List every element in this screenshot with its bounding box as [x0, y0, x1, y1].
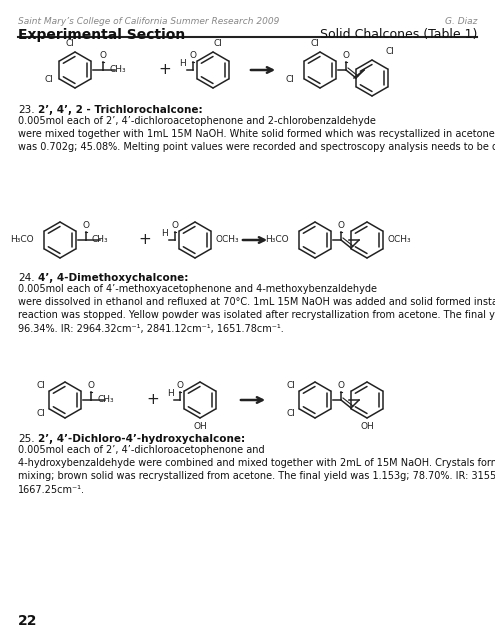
- Text: 0.005mol each of 2’, 4’-dichloroacetophenone and 2-chlorobenzaldehyde
were mixed: 0.005mol each of 2’, 4’-dichloroacetophe…: [18, 116, 495, 152]
- Text: Cl: Cl: [286, 381, 295, 390]
- Text: O: O: [338, 381, 345, 390]
- Text: CH₃: CH₃: [97, 396, 114, 404]
- Text: +: +: [139, 232, 151, 248]
- Text: 4’, 4-Dimethoxychalcone:: 4’, 4-Dimethoxychalcone:: [38, 273, 189, 283]
- Text: Cl: Cl: [44, 76, 53, 84]
- Text: Solid Chalcones (Table 1): Solid Chalcones (Table 1): [320, 28, 477, 41]
- Text: Cl: Cl: [65, 39, 74, 48]
- Text: Saint Mary’s College of California Summer Research 2009: Saint Mary’s College of California Summe…: [18, 17, 279, 26]
- Text: OCH₃: OCH₃: [387, 236, 411, 244]
- Text: O: O: [88, 381, 95, 390]
- Text: 25.: 25.: [18, 434, 35, 444]
- Text: Cl: Cl: [310, 39, 319, 48]
- Text: O: O: [171, 221, 179, 230]
- Text: O: O: [338, 221, 345, 230]
- Text: H₃CO: H₃CO: [265, 236, 289, 244]
- Text: H: H: [180, 59, 187, 68]
- Text: OH: OH: [193, 422, 207, 431]
- Text: 23.: 23.: [18, 105, 35, 115]
- Text: H: H: [162, 229, 168, 238]
- Text: O: O: [190, 51, 197, 60]
- Text: H₃CO: H₃CO: [10, 236, 34, 244]
- Text: Cl: Cl: [285, 76, 294, 84]
- Text: CH₃: CH₃: [92, 236, 108, 244]
- Text: +: +: [147, 392, 159, 408]
- Text: +: +: [158, 63, 171, 77]
- Text: Cl: Cl: [386, 47, 395, 56]
- Text: 2’, 4’-Dichloro-4’-hydroxychalcone:: 2’, 4’-Dichloro-4’-hydroxychalcone:: [38, 434, 245, 444]
- Text: Cl: Cl: [36, 410, 45, 419]
- Text: CH₃: CH₃: [109, 65, 126, 74]
- Text: OCH₃: OCH₃: [215, 236, 239, 244]
- Text: Cl: Cl: [286, 410, 295, 419]
- Text: Cl: Cl: [36, 381, 45, 390]
- Text: 0.005mol each of 4’-methoxyacetophenone and 4-methoxybenzaldehyde
were dissolved: 0.005mol each of 4’-methoxyacetophenone …: [18, 284, 495, 333]
- Text: O: O: [99, 51, 106, 60]
- Text: O: O: [83, 221, 90, 230]
- Text: O: O: [343, 51, 349, 60]
- Text: Experimental Section: Experimental Section: [18, 28, 185, 42]
- Text: 24.: 24.: [18, 273, 35, 283]
- Text: 0.005mol each of 2’, 4’-dichloroacetophenone and
4-hydroxybenzaldehyde were comb: 0.005mol each of 2’, 4’-dichloroacetophe…: [18, 445, 495, 495]
- Text: O: O: [177, 381, 184, 390]
- Text: 22: 22: [18, 614, 38, 628]
- Text: OH: OH: [360, 422, 374, 431]
- Text: 2’, 4’, 2 - Trichlorochalcone:: 2’, 4’, 2 - Trichlorochalcone:: [38, 105, 202, 115]
- Text: Cl: Cl: [213, 39, 222, 48]
- Text: H: H: [167, 389, 173, 398]
- Text: G. Diaz: G. Diaz: [445, 17, 477, 26]
